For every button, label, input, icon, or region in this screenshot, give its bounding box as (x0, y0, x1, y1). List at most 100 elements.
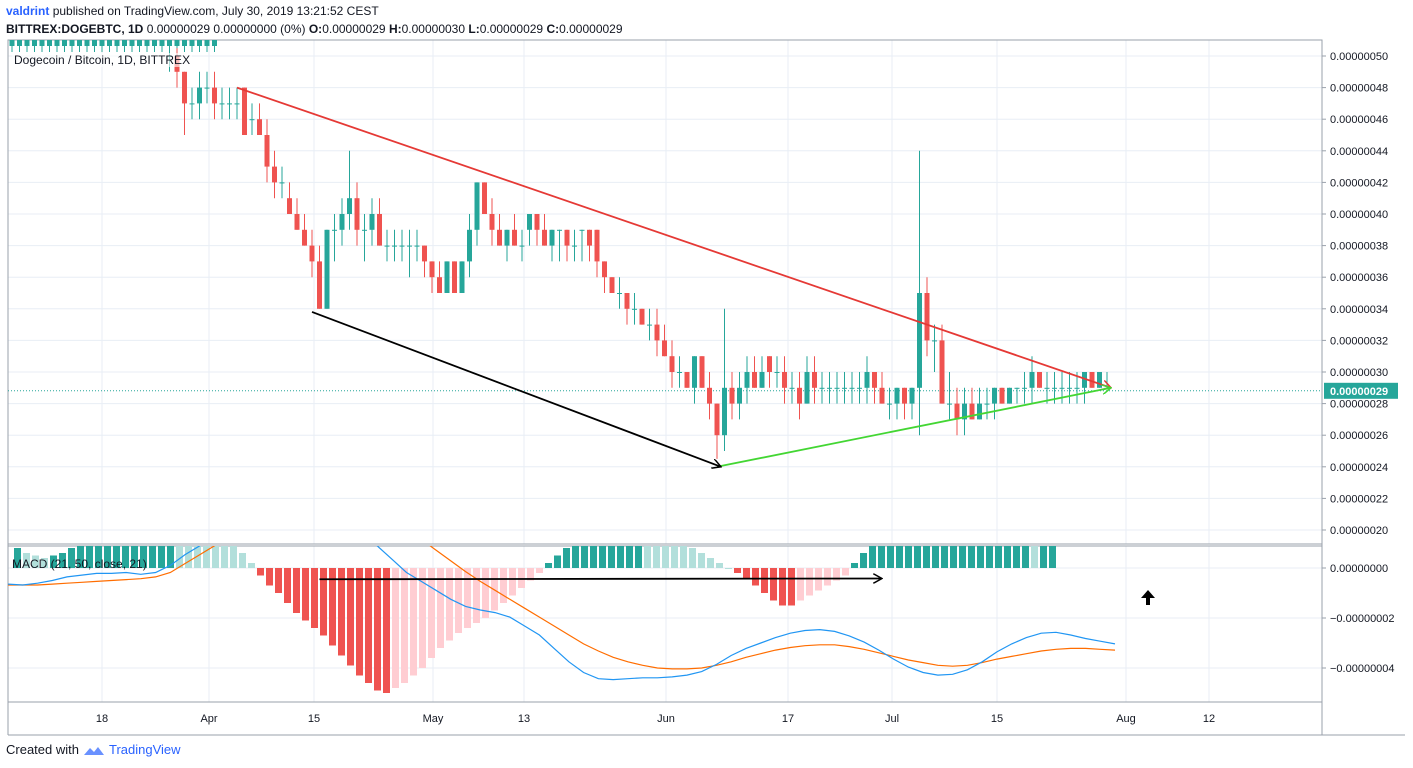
macd-histogram-bar (761, 568, 768, 593)
macd-histogram-bar (851, 563, 858, 568)
symbol-line[interactable]: BITTREX:DOGEBTC, 1D (6, 22, 144, 36)
candle-body (362, 229, 367, 231)
candle-body (459, 261, 465, 293)
candle-body (159, 40, 165, 46)
macd-histogram-bar (959, 546, 966, 568)
macd-histogram-bar (662, 546, 669, 568)
macd-histogram-bar (860, 553, 867, 568)
macd-histogram-bar (194, 546, 201, 568)
candle-body (204, 40, 210, 46)
publisher-name[interactable]: valdrint (6, 4, 50, 18)
macd-histogram-bar (617, 546, 624, 568)
candle-body (602, 261, 607, 278)
candle-body (17, 40, 22, 46)
candle-body (587, 229, 592, 246)
macd-pane-label[interactable]: MACD (21, 50, close, 21) (12, 557, 147, 571)
price-tick-label: 0.00000030 (1330, 367, 1388, 379)
candle-body (317, 261, 322, 309)
price-pane-label: Dogecoin / Bitcoin, 1D, BITTREX (12, 53, 193, 67)
candle-body (347, 198, 352, 214)
macd-histogram-bar (320, 568, 327, 636)
candle-body (609, 277, 615, 293)
candle-body (707, 387, 712, 404)
candle-body (549, 229, 555, 246)
candle-body (662, 340, 667, 357)
macd-histogram-bar (509, 568, 516, 596)
open-label: O: (308, 22, 323, 36)
candle-body (894, 387, 900, 404)
price-change: 0.00000029 0.00000000 (0%) (146, 22, 306, 36)
candle-body (594, 229, 600, 262)
candle-body (557, 229, 562, 231)
macd-histogram-bar (554, 555, 561, 568)
macd-histogram-bar (329, 568, 336, 646)
macd-histogram-bar (383, 568, 390, 693)
price-tick-label: 0.00000032 (1330, 335, 1388, 347)
candle-body (257, 119, 262, 135)
candle-body (909, 387, 915, 404)
candle-body (617, 293, 622, 294)
macd-histogram-bar (608, 546, 615, 568)
macd-histogram-bar (824, 568, 831, 586)
candle-body (437, 277, 442, 293)
macd-histogram-bar (968, 546, 975, 568)
candle-body (482, 182, 487, 214)
candle-body (197, 40, 202, 46)
candle-body (339, 214, 345, 230)
macd-histogram-bar (95, 546, 102, 568)
tradingview-brand[interactable]: TradingView (108, 742, 181, 757)
candle-body (272, 166, 277, 183)
candle-body (122, 40, 127, 46)
macd-histogram-bar (599, 546, 606, 568)
candle-body (1052, 387, 1057, 389)
last-price-tag (1324, 382, 1398, 399)
candle-body (857, 387, 862, 389)
candle-body (354, 198, 360, 230)
macd-histogram-bar (680, 546, 687, 568)
candle-body (309, 245, 315, 262)
macd-histogram-bar (338, 568, 345, 656)
candle-body (182, 40, 187, 46)
candle-body (699, 356, 705, 388)
price-tick-label: 0.00000040 (1330, 209, 1388, 221)
candle-body (939, 340, 945, 404)
macd-tick-label: 0.00000000 (1330, 563, 1388, 575)
candle-body (324, 229, 330, 309)
candle-body (992, 387, 997, 404)
macd-histogram-bar (365, 568, 372, 683)
close-label: C: (546, 22, 560, 36)
candle-body (722, 387, 727, 436)
trendline-red-resistance (236, 86, 1111, 388)
candle-body (414, 245, 420, 247)
candle-body (1067, 387, 1072, 389)
candle-body (54, 40, 60, 46)
candle-body (1089, 372, 1095, 388)
macd-histogram-bar (374, 568, 381, 691)
candle-body (92, 40, 97, 46)
candle-body (737, 387, 742, 404)
candle-body (24, 40, 30, 46)
candle-body (77, 40, 82, 46)
macd-histogram-bar (428, 568, 435, 658)
macd-histogram-bar (779, 568, 786, 606)
price-tick-label: 0.00000044 (1330, 146, 1388, 158)
candle-body (647, 324, 652, 326)
macd-histogram-bar (203, 546, 210, 568)
macd-histogram-bar (653, 546, 660, 568)
price-tick-label: 0.00000048 (1330, 83, 1388, 95)
candle-body (639, 308, 645, 325)
macd-histogram-bar (77, 546, 84, 568)
macd-histogram-bar (14, 548, 21, 568)
macd-histogram-bar (23, 553, 30, 568)
candle-body (129, 40, 135, 46)
trendline-green-support (716, 388, 1111, 468)
time-tick-label: 18 (96, 713, 108, 725)
macd-histogram-bar (68, 548, 75, 568)
candle-body (384, 245, 390, 247)
candle-body (377, 214, 382, 246)
candle-body (1082, 372, 1087, 388)
candle-body (174, 40, 180, 46)
price-tick-label: 0.00000042 (1330, 177, 1388, 189)
candle-body (572, 245, 577, 247)
